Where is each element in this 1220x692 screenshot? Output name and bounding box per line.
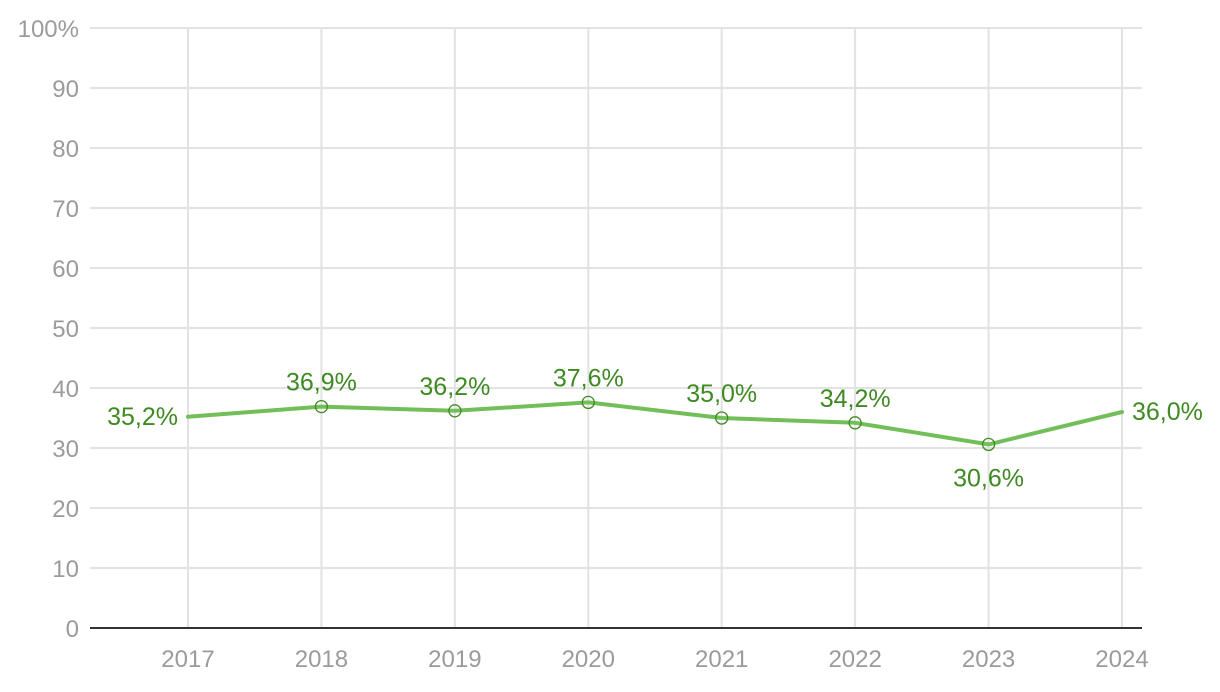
grid-layer [90,27,1142,628]
y-tick-label: 60 [52,256,79,283]
y-tick-label: 80 [52,136,79,163]
data-label-layer: 35,2% 36,9% 36,2% 37,6% 35,0% 34,2% 30,6% 36,0% [107,364,1203,492]
data-label: 36,2% [419,373,490,401]
data-label: 30,6% [953,464,1024,492]
data-label: 37,6% [553,364,624,392]
data-label: 35,2% [107,403,178,431]
series-layer [186,395,1124,452]
y-tick-label: 90 [52,76,79,103]
y-tick-label: 100% [18,16,79,43]
x-tick-label: 2019 [428,646,481,673]
data-point-marker [581,395,595,410]
x-tick-label: 2017 [161,646,214,673]
y-tick-label: 20 [52,496,79,523]
data-point-marker [848,416,862,430]
x-tick-label: 2021 [695,646,748,673]
x-tick-label: 2023 [962,646,1015,673]
x-tick-label: 2022 [828,646,881,673]
y-tick-label: 50 [52,316,79,343]
axis-layer: 0 10 20 30 40 50 60 70 80 90 100% 2017 2018 2019 2020 2… [18,16,1149,673]
data-label: 34,2% [820,385,891,413]
data-label: 36,0% [1132,398,1203,426]
data-point-marker [314,399,329,414]
x-tick-label: 2024 [1095,646,1148,673]
y-tick-label: 40 [52,376,79,403]
data-label: 36,9% [286,369,357,397]
x-tick-label: 2018 [295,646,348,673]
data-label: 35,0% [686,380,757,408]
y-tick-label: 0 [66,616,79,643]
data-point-marker [981,437,996,452]
data-point-marker [715,411,729,425]
y-tick-label: 70 [52,196,79,223]
y-tick-label: 30 [52,436,79,463]
series-line [186,400,1124,447]
data-point-marker [448,404,462,418]
y-tick-label: 10 [52,556,79,583]
x-tick-label: 2020 [562,646,615,673]
